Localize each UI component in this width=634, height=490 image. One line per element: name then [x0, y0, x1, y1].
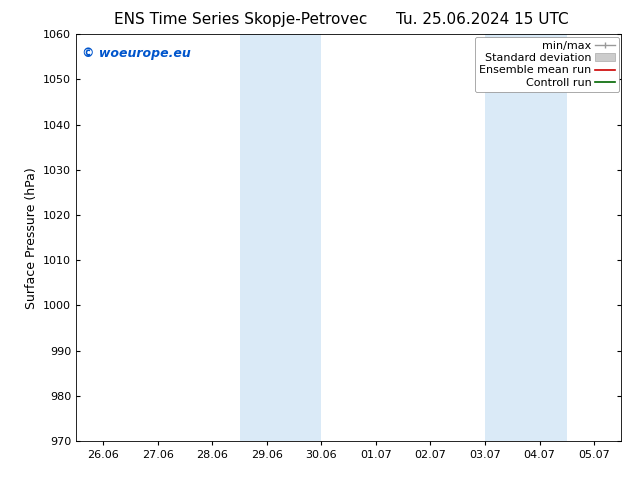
Legend: min/max, Standard deviation, Ensemble mean run, Controll run: min/max, Standard deviation, Ensemble me…	[475, 37, 619, 92]
Text: Tu. 25.06.2024 15 UTC: Tu. 25.06.2024 15 UTC	[396, 12, 568, 27]
Y-axis label: Surface Pressure (hPa): Surface Pressure (hPa)	[25, 167, 37, 309]
Text: © woeurope.eu: © woeurope.eu	[82, 47, 190, 59]
Bar	[485, 34, 567, 441]
Text: ENS Time Series Skopje-Petrovec: ENS Time Series Skopje-Petrovec	[114, 12, 368, 27]
Bar	[240, 34, 321, 441]
